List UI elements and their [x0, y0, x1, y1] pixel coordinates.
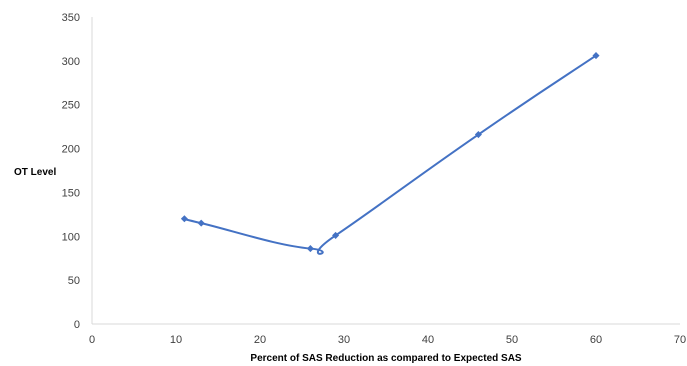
- x-tick-label: 20: [254, 334, 266, 346]
- y-tick-label: 150: [62, 187, 80, 199]
- y-axis-ticks: 0 50 100 150 200 250 300 350: [62, 12, 80, 331]
- data-point-marker: [592, 52, 600, 60]
- x-axis-ticks: 0 10 20 30 40 50 60 70: [89, 334, 686, 346]
- data-point-marker: [474, 131, 482, 139]
- x-tick-label: 50: [506, 334, 518, 346]
- x-axis-label: Percent of SAS Reduction as compared to …: [250, 353, 522, 364]
- data-markers: [180, 52, 600, 253]
- x-tick-label: 60: [590, 334, 602, 346]
- y-tick-label: 250: [62, 100, 80, 112]
- x-tick-label: 10: [170, 334, 182, 346]
- x-tick-label: 30: [338, 334, 350, 346]
- data-point-marker: [306, 245, 314, 253]
- y-tick-label: 0: [74, 319, 80, 331]
- x-tick-label: 70: [674, 334, 686, 346]
- x-tick-label: 40: [422, 334, 434, 346]
- data-point-marker: [180, 215, 188, 223]
- y-tick-label: 200: [62, 144, 80, 156]
- y-tick-label: 50: [68, 275, 80, 287]
- y-tick-label: 100: [62, 231, 80, 243]
- y-axis-label: OT Level: [14, 167, 56, 178]
- data-point-marker: [332, 231, 340, 239]
- y-tick-label: 300: [62, 56, 80, 68]
- series-line: [181, 54, 597, 255]
- data-point-marker: [197, 219, 205, 227]
- x-tick-label: 0: [89, 334, 95, 346]
- y-tick-label: 350: [62, 12, 80, 24]
